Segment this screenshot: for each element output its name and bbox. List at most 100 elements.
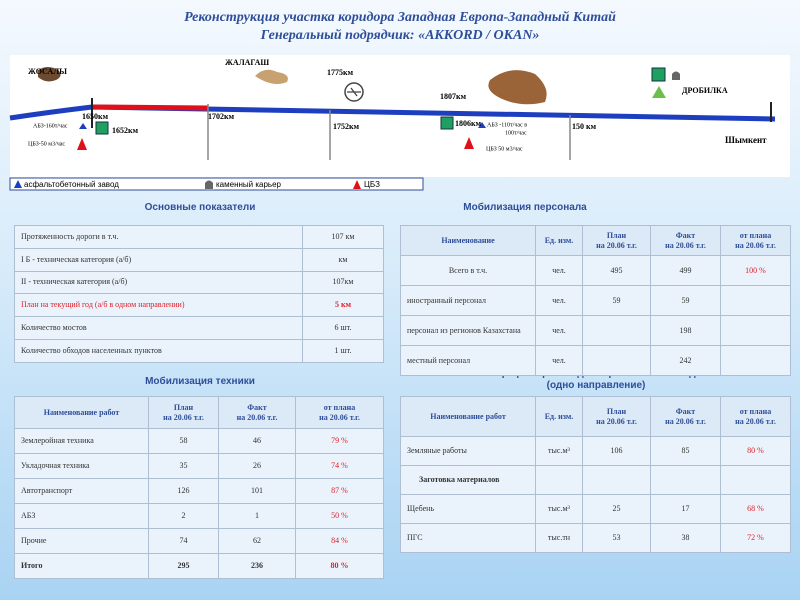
cbz-icon — [77, 138, 87, 150]
table-row: План на текущий год (а/б в одном направл… — [14, 293, 384, 318]
table-row: Укладочная техника 35 26 74 % — [14, 453, 384, 479]
header-cell: План на 20.06 т.г. — [148, 396, 219, 429]
table-row: ПГС тыс.тн 53 38 72 % — [400, 523, 791, 553]
table-cell: Автотранспорт — [14, 478, 149, 504]
table-cell: Заготовка материалов — [400, 465, 536, 495]
table-cell: 100 % — [720, 255, 791, 286]
header-cell: от плана на 20.06 т.г. — [295, 396, 384, 429]
town-shape — [255, 69, 288, 84]
table-cell: 38 — [650, 523, 721, 553]
legend-label: каменный карьер — [216, 180, 282, 189]
quarry-icon — [651, 67, 666, 82]
header-row: Наименование Ед. изм. План на 20.06 т.г. Фа… — [400, 225, 791, 256]
table-cell: 74 — [148, 528, 219, 554]
table-cell: 2 — [148, 503, 219, 529]
map-label: 1806км — [455, 119, 482, 128]
table-cell: 35 — [148, 453, 219, 479]
town-shape — [38, 67, 61, 82]
data-table: Наименование работ Ед. изм. План на 20.06 … — [400, 396, 791, 553]
header-cell: от плана на 20.06 т.г. — [720, 225, 791, 256]
table-cell: 495 — [582, 255, 651, 286]
crusher-icon — [652, 86, 666, 98]
table-cell: 79 % — [295, 428, 384, 454]
table-cell: 25 — [582, 494, 651, 524]
road-sign — [347, 87, 361, 97]
table-row: Количество обходов населенных пунктов 1 ш… — [14, 338, 384, 363]
header-cell: Факт на 20.06 т.г. — [218, 396, 296, 429]
header-cell: Ед. изм. — [535, 225, 583, 256]
map-label: 1775км — [327, 68, 354, 77]
route-section — [91, 104, 209, 111]
map-label: 1652км — [112, 126, 139, 135]
table-cell: План на текущий год (а/б в одном направл… — [14, 293, 303, 318]
legend-icon — [205, 180, 213, 189]
table-cell: 198 — [650, 315, 721, 346]
table-cell: Итого — [14, 553, 149, 579]
table-row: иностранный персонал чел. 59 59 — [400, 285, 791, 316]
table-cell: 499 — [650, 255, 721, 286]
table-cell: 236 — [218, 553, 296, 579]
quarry-icon — [95, 121, 109, 135]
table-cell: АБЗ — [14, 503, 149, 529]
table-cell: 72 % — [720, 523, 791, 553]
map-label: ЖОСАЛЫ — [28, 67, 67, 76]
table-cell: 62 — [218, 528, 296, 554]
table-cell: 84 % — [295, 528, 384, 554]
subtitle: Генеральный подрядчик: «AKKORD / OKAN» — [260, 28, 540, 43]
table-cell: 59 — [582, 285, 651, 316]
table-cell: 106 — [582, 436, 651, 466]
table-cell: тыс.тн — [535, 523, 583, 553]
table-row: местный персонал чел. 242 — [400, 345, 791, 376]
table-cell: 53 — [582, 523, 651, 553]
table-cell: чел. — [535, 255, 583, 286]
legend-label: асфальтобетонный завод — [24, 180, 119, 189]
map-label: Шымкент — [725, 135, 767, 145]
table-cell — [720, 315, 791, 346]
table-cell: II - техническая категория (а/б) — [14, 270, 303, 295]
legend-label: ЦБЗ — [364, 180, 380, 189]
table-cell: иностранный персонал — [400, 285, 536, 316]
table-row: Прочие 74 62 84 % — [14, 528, 384, 554]
header-cell: от плана на 20.06 т.г. — [720, 396, 791, 437]
table-row: Щебень тыс.м³ 25 17 68 % — [400, 494, 791, 524]
table-cell: 74 % — [295, 453, 384, 479]
header-cell: Факт на 20.06 т.г. — [650, 225, 721, 256]
table-cell: тыс.м³ — [535, 494, 583, 524]
table-cell: Прочие — [14, 528, 149, 554]
carrier-icon — [672, 71, 680, 80]
table-row: Протяженность дороги в т.ч. 107 км — [14, 225, 384, 249]
table-cell: 126 — [148, 478, 219, 504]
data-table: Наименование Ед. изм. План на 20.06 т.г. Фа… — [400, 225, 791, 376]
table-row: Итого 295 236 80 % — [14, 553, 384, 579]
table-cell: 17 — [650, 494, 721, 524]
table-cell: 85 — [650, 436, 721, 466]
table-row: Автотранспорт 126 101 87 % — [14, 478, 384, 504]
table-cell: Количество обходов населенных пунктов — [14, 338, 303, 363]
table-cell: км — [302, 247, 384, 272]
table-row: Заготовка материалов — [400, 465, 791, 495]
table-row: персонал из регионов Казахстана чел. 198 — [400, 315, 791, 346]
table-cell: 68 % — [720, 494, 791, 524]
table-cell: Всего в т.ч. — [400, 255, 536, 286]
table-row: I Б - техническая категория (а/б) км — [14, 247, 384, 272]
abz-icon — [478, 122, 486, 128]
table-cell: 80 % — [720, 436, 791, 466]
table-cell: Укладочная техника — [14, 453, 149, 479]
table-cell: 87 % — [295, 478, 384, 504]
table-row: Земляные работы тыс.м³ 106 85 80 % — [400, 436, 791, 466]
abz-icon — [79, 123, 87, 129]
map-label: 1752км — [333, 122, 360, 131]
map-label: ЦБЗ 50 м3/час — [486, 146, 523, 152]
table-cell: 59 — [650, 285, 721, 316]
table-cell — [720, 285, 791, 316]
table-cell: 242 — [650, 345, 721, 376]
table-cell — [582, 315, 651, 346]
section-title: Основные показатели — [144, 202, 256, 213]
quarry-icon — [440, 116, 454, 130]
table-cell: чел. — [535, 345, 583, 376]
table-cell: 50 % — [295, 503, 384, 529]
header-cell: Ед. изм. — [535, 396, 583, 437]
table-row: Землеройная техника 58 46 79 % — [14, 428, 384, 454]
table-cell: персонал из регионов Казахстана — [400, 315, 536, 346]
